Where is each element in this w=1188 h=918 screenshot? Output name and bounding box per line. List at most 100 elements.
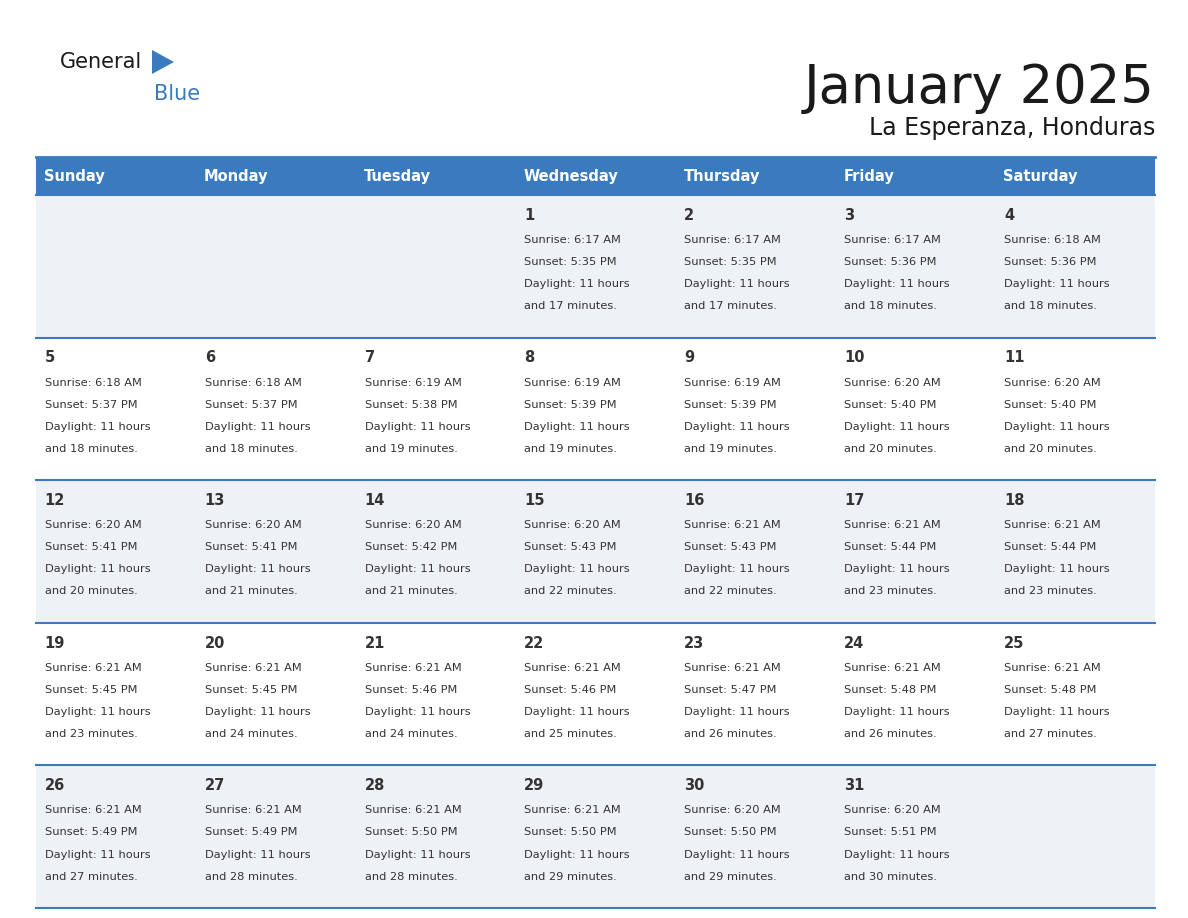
Text: Daylight: 11 hours: Daylight: 11 hours: [524, 707, 630, 717]
Text: 4: 4: [1004, 207, 1015, 223]
Text: Sunset: 5:40 PM: Sunset: 5:40 PM: [1004, 399, 1097, 409]
Text: and 21 minutes.: and 21 minutes.: [204, 587, 297, 597]
Text: General: General: [61, 52, 143, 72]
Text: 18: 18: [1004, 493, 1024, 508]
Text: Daylight: 11 hours: Daylight: 11 hours: [365, 707, 470, 717]
Text: 20: 20: [204, 635, 225, 651]
Bar: [355, 622, 516, 766]
Text: 9: 9: [684, 351, 694, 365]
Text: Friday: Friday: [843, 169, 895, 184]
Text: 17: 17: [845, 493, 865, 508]
Text: and 19 minutes.: and 19 minutes.: [524, 443, 618, 453]
Text: 19: 19: [45, 635, 65, 651]
Text: Sunrise: 6:21 AM: Sunrise: 6:21 AM: [845, 663, 941, 673]
Text: January 2025: January 2025: [804, 62, 1155, 114]
Text: Sunrise: 6:21 AM: Sunrise: 6:21 AM: [845, 521, 941, 530]
Text: Wednesday: Wednesday: [524, 169, 618, 184]
Text: Daylight: 11 hours: Daylight: 11 hours: [845, 565, 949, 575]
Text: and 23 minutes.: and 23 minutes.: [845, 587, 937, 597]
Text: Daylight: 11 hours: Daylight: 11 hours: [45, 707, 151, 717]
Text: Sunrise: 6:20 AM: Sunrise: 6:20 AM: [1004, 377, 1101, 387]
Text: Sunset: 5:35 PM: Sunset: 5:35 PM: [684, 257, 777, 267]
Text: Daylight: 11 hours: Daylight: 11 hours: [684, 279, 790, 289]
Text: and 22 minutes.: and 22 minutes.: [684, 587, 777, 597]
Bar: [676, 480, 835, 622]
Bar: [355, 766, 516, 908]
Text: and 17 minutes.: and 17 minutes.: [684, 301, 777, 311]
Text: 14: 14: [365, 493, 385, 508]
Bar: [835, 157, 996, 195]
Text: and 28 minutes.: and 28 minutes.: [204, 871, 297, 881]
Bar: [355, 480, 516, 622]
Text: 16: 16: [684, 493, 704, 508]
Bar: [355, 157, 516, 195]
Text: Daylight: 11 hours: Daylight: 11 hours: [45, 421, 151, 431]
Text: Sunrise: 6:20 AM: Sunrise: 6:20 AM: [524, 521, 621, 530]
Text: Sunset: 5:35 PM: Sunset: 5:35 PM: [524, 257, 617, 267]
Text: Sunset: 5:50 PM: Sunset: 5:50 PM: [365, 827, 457, 837]
Text: Sunset: 5:49 PM: Sunset: 5:49 PM: [45, 827, 138, 837]
Bar: [835, 338, 996, 480]
Text: Daylight: 11 hours: Daylight: 11 hours: [204, 849, 310, 859]
Text: and 24 minutes.: and 24 minutes.: [365, 729, 457, 739]
Bar: [36, 766, 196, 908]
Bar: [996, 195, 1155, 338]
Text: Sunrise: 6:21 AM: Sunrise: 6:21 AM: [524, 805, 621, 815]
Text: Daylight: 11 hours: Daylight: 11 hours: [845, 279, 949, 289]
Bar: [36, 480, 196, 622]
Text: Sunrise: 6:21 AM: Sunrise: 6:21 AM: [204, 663, 302, 673]
Text: Daylight: 11 hours: Daylight: 11 hours: [524, 279, 630, 289]
Text: 29: 29: [524, 778, 544, 793]
Text: 27: 27: [204, 778, 225, 793]
Bar: [36, 195, 196, 338]
Text: Sunset: 5:41 PM: Sunset: 5:41 PM: [204, 543, 297, 553]
Bar: [835, 766, 996, 908]
Text: Sunrise: 6:20 AM: Sunrise: 6:20 AM: [45, 521, 141, 530]
Text: Sunset: 5:46 PM: Sunset: 5:46 PM: [365, 685, 457, 695]
Bar: [355, 338, 516, 480]
Text: 11: 11: [1004, 351, 1024, 365]
Text: and 21 minutes.: and 21 minutes.: [365, 587, 457, 597]
Text: Daylight: 11 hours: Daylight: 11 hours: [1004, 565, 1110, 575]
Text: Sunset: 5:39 PM: Sunset: 5:39 PM: [524, 399, 617, 409]
Text: 31: 31: [845, 778, 865, 793]
Bar: [196, 338, 355, 480]
Text: and 27 minutes.: and 27 minutes.: [1004, 729, 1097, 739]
Text: and 20 minutes.: and 20 minutes.: [845, 443, 937, 453]
Text: Sunset: 5:51 PM: Sunset: 5:51 PM: [845, 827, 936, 837]
Bar: [516, 766, 676, 908]
Text: Sunset: 5:40 PM: Sunset: 5:40 PM: [845, 399, 936, 409]
Text: and 23 minutes.: and 23 minutes.: [45, 729, 138, 739]
Text: Sunset: 5:46 PM: Sunset: 5:46 PM: [524, 685, 617, 695]
Bar: [835, 195, 996, 338]
Text: 24: 24: [845, 635, 865, 651]
Text: and 29 minutes.: and 29 minutes.: [684, 871, 777, 881]
Text: Sunrise: 6:21 AM: Sunrise: 6:21 AM: [45, 663, 141, 673]
Text: Sunset: 5:41 PM: Sunset: 5:41 PM: [45, 543, 138, 553]
Bar: [835, 622, 996, 766]
Text: Sunrise: 6:20 AM: Sunrise: 6:20 AM: [204, 521, 302, 530]
Text: Sunrise: 6:21 AM: Sunrise: 6:21 AM: [524, 663, 621, 673]
Text: and 29 minutes.: and 29 minutes.: [524, 871, 617, 881]
Bar: [196, 766, 355, 908]
Bar: [355, 195, 516, 338]
Text: and 24 minutes.: and 24 minutes.: [204, 729, 297, 739]
Text: and 28 minutes.: and 28 minutes.: [365, 871, 457, 881]
Text: Daylight: 11 hours: Daylight: 11 hours: [1004, 707, 1110, 717]
Text: Sunrise: 6:21 AM: Sunrise: 6:21 AM: [684, 663, 781, 673]
Text: and 19 minutes.: and 19 minutes.: [684, 443, 777, 453]
Text: Sunrise: 6:21 AM: Sunrise: 6:21 AM: [684, 521, 781, 530]
Bar: [516, 338, 676, 480]
Text: and 26 minutes.: and 26 minutes.: [684, 729, 777, 739]
Text: 5: 5: [45, 351, 55, 365]
Text: Blue: Blue: [154, 84, 200, 104]
Text: Daylight: 11 hours: Daylight: 11 hours: [204, 421, 310, 431]
Bar: [676, 157, 835, 195]
Text: and 25 minutes.: and 25 minutes.: [524, 729, 617, 739]
Bar: [516, 195, 676, 338]
Text: Daylight: 11 hours: Daylight: 11 hours: [845, 849, 949, 859]
Text: 30: 30: [684, 778, 704, 793]
Text: and 23 minutes.: and 23 minutes.: [1004, 587, 1097, 597]
Text: Sunrise: 6:21 AM: Sunrise: 6:21 AM: [204, 805, 302, 815]
Text: Sunset: 5:48 PM: Sunset: 5:48 PM: [1004, 685, 1097, 695]
